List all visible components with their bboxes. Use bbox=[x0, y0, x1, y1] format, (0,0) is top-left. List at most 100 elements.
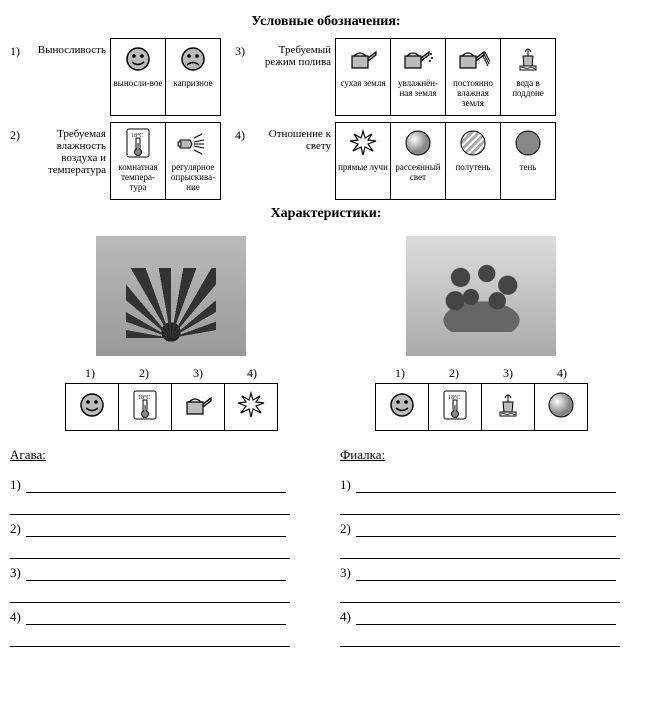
thermo-icon: 18°C bbox=[111, 123, 165, 163]
answer-line-cont bbox=[340, 631, 630, 647]
char-cell bbox=[224, 383, 278, 431]
answer-line-cont bbox=[10, 499, 300, 515]
char-num: 4) bbox=[535, 366, 589, 381]
blank-line bbox=[340, 590, 620, 603]
can-dry-icon bbox=[181, 392, 215, 422]
char-num: 1) bbox=[63, 366, 117, 381]
smile-icon bbox=[389, 392, 415, 422]
characteristics-row: 1)2)3)4)18°C1)2)3)4)18°C bbox=[10, 230, 642, 431]
answer-num: 1) bbox=[340, 477, 356, 493]
legend-number: 4) bbox=[235, 122, 253, 143]
char-num: 1) bbox=[373, 366, 427, 381]
answer-line: 3) bbox=[10, 565, 300, 581]
legend-label: Отношение к свету bbox=[253, 122, 335, 152]
answer-num: 3) bbox=[10, 565, 26, 581]
legend-block: 1)Выносливостьвыносли-воекапризное bbox=[10, 38, 221, 116]
plant-column: 1)2)3)4) 18°C bbox=[346, 230, 616, 431]
legend-caption: тень bbox=[518, 163, 539, 175]
answer-line-cont bbox=[10, 543, 300, 559]
sphere-icon bbox=[547, 391, 575, 423]
blank-line bbox=[10, 634, 290, 647]
answer-line-cont bbox=[340, 587, 630, 603]
answer-line: 4) bbox=[340, 609, 630, 625]
legend-caption: рассеянный свет bbox=[391, 163, 445, 185]
answer-line: 1) bbox=[340, 477, 630, 493]
answer-num: 2) bbox=[340, 521, 356, 537]
smile-icon bbox=[79, 392, 105, 422]
char-num: 3) bbox=[171, 366, 225, 381]
legend-label: Требуемая влажность воздуха и температур… bbox=[28, 122, 110, 176]
answer-column: Агава:1)2)3)4) bbox=[10, 447, 300, 653]
can-dry-icon bbox=[336, 39, 390, 79]
answer-title: Фиалка: bbox=[340, 447, 630, 463]
answers-section: Агава:1)2)3)4)Фиалка:1)2)3)4) bbox=[10, 447, 642, 653]
answer-column: Фиалка: 1) 2) 3) 4) bbox=[340, 447, 630, 653]
answer-line: 1) bbox=[10, 477, 300, 493]
answer-num: 1) bbox=[10, 477, 26, 493]
answer-num: 4) bbox=[10, 609, 26, 625]
plant-image bbox=[96, 236, 246, 356]
blank-line bbox=[26, 480, 286, 493]
legend-block: 3)Требуемый режим поливасухая земляувлаж… bbox=[235, 38, 556, 116]
char-cell bbox=[171, 383, 225, 431]
legend-cell: выносли-вое bbox=[110, 38, 166, 116]
blank-line bbox=[340, 502, 620, 515]
legend-label: Выносливость bbox=[28, 38, 110, 56]
burst-icon bbox=[236, 390, 266, 424]
blank-line bbox=[10, 590, 290, 603]
legend-caption: выносли-вое bbox=[112, 79, 165, 91]
legend-cell: 18°Cкомнатная темпера-тура bbox=[110, 122, 166, 200]
answer-num: 4) bbox=[340, 609, 356, 625]
blank-line bbox=[26, 524, 286, 537]
legend-cell: регулярное опрыскива-ние bbox=[165, 122, 221, 200]
legend-caption: комнатная темпера-тура bbox=[111, 163, 165, 195]
sphere-icon bbox=[391, 123, 445, 163]
blank-line bbox=[356, 524, 616, 537]
answer-line-cont bbox=[10, 587, 300, 603]
char-cell: 18°C bbox=[118, 383, 172, 431]
burst-icon bbox=[336, 123, 390, 163]
legend-caption: прямые лучи bbox=[336, 163, 390, 175]
legend-title: Условные обозначения: bbox=[10, 14, 642, 30]
spray-icon bbox=[166, 123, 220, 163]
pot-water-icon bbox=[493, 390, 523, 424]
blank-line bbox=[10, 546, 290, 559]
answer-line: 2) bbox=[340, 521, 630, 537]
char-cell bbox=[534, 383, 588, 431]
blank-line bbox=[26, 612, 286, 625]
answer-num: 3) bbox=[340, 565, 356, 581]
legend: 1)Выносливостьвыносли-воекапризное3)Треб… bbox=[10, 38, 642, 200]
smile-icon bbox=[111, 39, 165, 79]
char-num: 3) bbox=[481, 366, 535, 381]
legend-cell: постоянно влажная земля bbox=[445, 38, 501, 116]
legend-caption: постоянно влажная земля bbox=[446, 79, 500, 111]
legend-cell: тень bbox=[500, 122, 556, 200]
legend-label: Требуемый режим полива bbox=[253, 38, 335, 68]
blank-line bbox=[10, 502, 290, 515]
answer-line-cont bbox=[340, 543, 630, 559]
blank-line bbox=[340, 634, 620, 647]
sad-icon bbox=[166, 39, 220, 79]
blank-line bbox=[26, 568, 286, 581]
char-cell bbox=[481, 383, 535, 431]
answer-line-cont bbox=[10, 631, 300, 647]
thermo-icon: 18°C bbox=[440, 389, 470, 425]
plant-column: 1)2)3)4) 18°C bbox=[36, 230, 306, 431]
blank-line bbox=[356, 568, 616, 581]
legend-cell: рассеянный свет bbox=[390, 122, 446, 200]
legend-cell: прямые лучи bbox=[335, 122, 391, 200]
legend-block: 2)Требуемая влажность воздуха и температ… bbox=[10, 122, 221, 200]
legend-number: 3) bbox=[235, 38, 253, 59]
char-num: 2) bbox=[117, 366, 171, 381]
char-cell bbox=[65, 383, 119, 431]
char-num: 2) bbox=[427, 366, 481, 381]
legend-cell: капризное bbox=[165, 38, 221, 116]
legend-caption: сухая земля bbox=[338, 79, 387, 91]
answer-line-cont bbox=[340, 499, 630, 515]
blank-line bbox=[356, 612, 616, 625]
legend-caption: вода в поддоне bbox=[501, 79, 555, 101]
char-num: 4) bbox=[225, 366, 279, 381]
legend-caption: регулярное опрыскива-ние bbox=[166, 163, 220, 195]
blank-line bbox=[340, 546, 620, 559]
char-cell bbox=[375, 383, 429, 431]
